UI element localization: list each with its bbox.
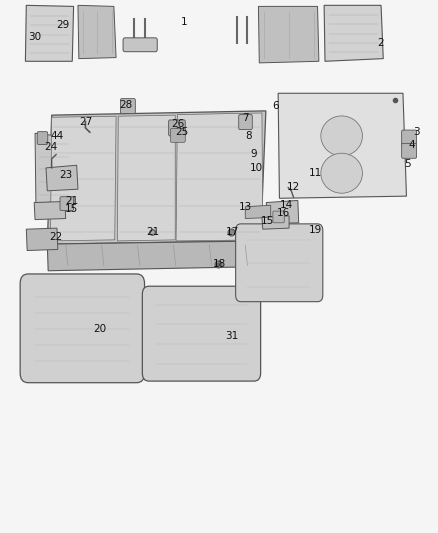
Text: 8: 8 <box>245 132 252 141</box>
Text: 21: 21 <box>147 227 160 237</box>
Text: 5: 5 <box>404 159 411 168</box>
FancyBboxPatch shape <box>239 115 252 130</box>
FancyBboxPatch shape <box>37 132 48 144</box>
Polygon shape <box>262 216 289 229</box>
Text: 22: 22 <box>49 232 62 242</box>
Polygon shape <box>50 116 116 241</box>
Text: 28: 28 <box>119 100 132 110</box>
Polygon shape <box>176 113 263 241</box>
Ellipse shape <box>321 154 362 193</box>
FancyBboxPatch shape <box>120 99 135 114</box>
FancyBboxPatch shape <box>142 286 261 381</box>
Polygon shape <box>35 133 72 204</box>
Text: 16: 16 <box>277 208 290 218</box>
Text: 24: 24 <box>45 142 58 151</box>
Polygon shape <box>258 6 319 63</box>
Text: 7: 7 <box>242 114 249 123</box>
Polygon shape <box>26 228 58 251</box>
FancyBboxPatch shape <box>60 197 74 211</box>
Text: 4: 4 <box>408 140 415 150</box>
Text: 27: 27 <box>80 117 93 126</box>
Text: 14: 14 <box>280 200 293 210</box>
Polygon shape <box>266 200 299 224</box>
Text: 23: 23 <box>59 170 72 180</box>
Text: 29: 29 <box>56 20 69 29</box>
Text: 44: 44 <box>50 131 64 141</box>
Polygon shape <box>78 5 116 59</box>
Text: 20: 20 <box>93 325 106 334</box>
Text: 18: 18 <box>212 259 226 269</box>
Text: 21: 21 <box>66 196 79 206</box>
Text: 19: 19 <box>309 225 322 235</box>
Text: 25: 25 <box>175 127 188 137</box>
Text: 15: 15 <box>261 216 274 226</box>
Text: 12: 12 <box>287 182 300 191</box>
FancyBboxPatch shape <box>402 143 417 158</box>
Text: 17: 17 <box>226 227 239 237</box>
Text: 15: 15 <box>65 204 78 214</box>
Text: 13: 13 <box>239 202 252 212</box>
FancyBboxPatch shape <box>273 211 284 223</box>
Text: 2: 2 <box>378 38 385 47</box>
Text: 6: 6 <box>272 101 279 110</box>
Polygon shape <box>46 165 78 191</box>
Polygon shape <box>278 93 406 198</box>
FancyBboxPatch shape <box>123 38 157 52</box>
FancyBboxPatch shape <box>20 274 145 383</box>
FancyBboxPatch shape <box>236 224 323 302</box>
Polygon shape <box>117 115 175 241</box>
FancyBboxPatch shape <box>402 130 417 145</box>
Polygon shape <box>27 282 138 373</box>
Polygon shape <box>47 241 266 271</box>
Text: 3: 3 <box>413 127 420 137</box>
Ellipse shape <box>321 116 362 156</box>
Text: 9: 9 <box>251 149 258 159</box>
Text: 1: 1 <box>180 18 187 27</box>
Text: 11: 11 <box>309 168 322 177</box>
Polygon shape <box>47 111 266 244</box>
Text: 26: 26 <box>171 119 184 128</box>
Text: 10: 10 <box>250 164 263 173</box>
Polygon shape <box>245 205 271 219</box>
FancyBboxPatch shape <box>169 120 185 136</box>
Polygon shape <box>25 5 74 61</box>
Polygon shape <box>324 5 383 61</box>
Text: 31: 31 <box>226 331 239 341</box>
FancyBboxPatch shape <box>170 128 185 142</box>
Text: 30: 30 <box>28 33 41 42</box>
Polygon shape <box>34 201 66 220</box>
